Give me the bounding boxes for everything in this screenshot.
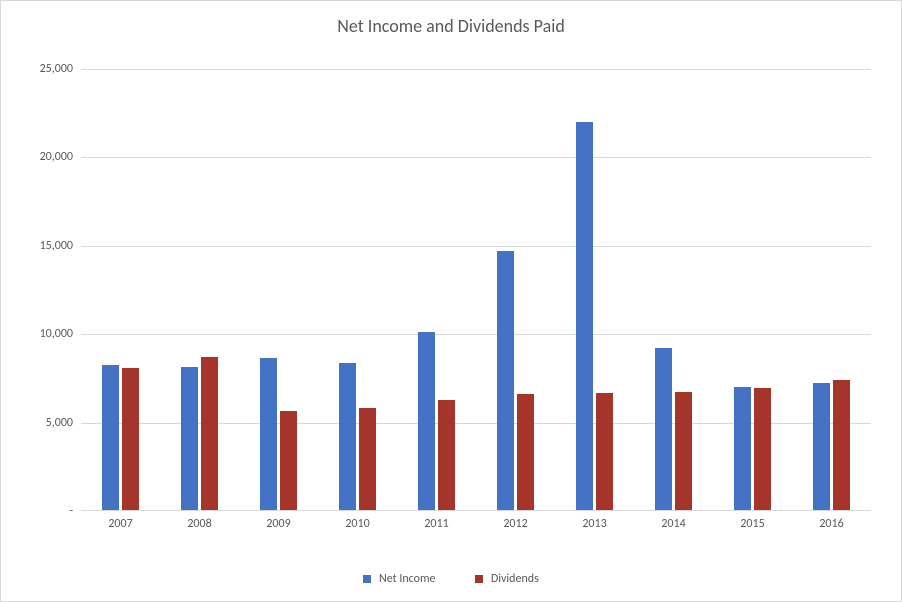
legend-label-dividends: Dividends <box>491 572 539 586</box>
bar-dividends <box>122 368 139 510</box>
y-axis-label: 10,000 <box>13 327 73 341</box>
y-axis-label: 5,000 <box>13 416 73 430</box>
legend-item-net-income: Net Income <box>363 572 435 586</box>
gridline <box>81 157 871 158</box>
bar-net-income <box>418 332 435 510</box>
bar-net-income <box>576 122 593 510</box>
bar-dividends <box>833 380 850 510</box>
x-axis-label: 2014 <box>634 517 713 531</box>
y-axis-label: - <box>13 504 73 518</box>
y-axis-label: 20,000 <box>13 150 73 164</box>
gridline <box>81 69 871 70</box>
bar-net-income <box>813 383 830 510</box>
x-axis-label: 2011 <box>397 517 476 531</box>
x-axis-label: 2013 <box>555 517 634 531</box>
y-axis-label: 15,000 <box>13 239 73 253</box>
legend-swatch-dividends <box>475 575 483 583</box>
bar-dividends <box>517 394 534 510</box>
chart-container: Net Income and Dividends Paid Net Income… <box>0 0 902 602</box>
gridline <box>81 334 871 335</box>
legend-swatch-net-income <box>363 575 371 583</box>
x-axis-label: 2007 <box>81 517 160 531</box>
gridline <box>81 246 871 247</box>
bar-net-income <box>734 387 751 510</box>
x-axis-label: 2010 <box>318 517 397 531</box>
bar-dividends <box>675 392 692 510</box>
bar-net-income <box>102 365 119 510</box>
x-axis-label: 2012 <box>476 517 555 531</box>
legend: Net Income Dividends <box>1 568 901 587</box>
bar-net-income <box>181 367 198 510</box>
bar-net-income <box>260 358 277 510</box>
bar-net-income <box>339 363 356 510</box>
x-axis-label: 2015 <box>713 517 792 531</box>
bar-dividends <box>280 411 297 510</box>
bar-dividends <box>201 357 218 510</box>
legend-label-net-income: Net Income <box>379 572 436 586</box>
x-axis-label: 2016 <box>792 517 871 531</box>
chart-title: Net Income and Dividends Paid <box>1 15 901 37</box>
bar-dividends <box>754 388 771 510</box>
y-axis-label: 25,000 <box>13 62 73 76</box>
bar-dividends <box>359 408 376 510</box>
bar-dividends <box>438 400 455 511</box>
x-axis-label: 2009 <box>239 517 318 531</box>
bar-net-income <box>655 348 672 510</box>
bar-dividends <box>596 393 613 510</box>
plot-area <box>81 69 871 511</box>
gridline <box>81 423 871 424</box>
x-axis-label: 2008 <box>160 517 239 531</box>
legend-item-dividends: Dividends <box>475 572 539 586</box>
bar-net-income <box>497 251 514 510</box>
